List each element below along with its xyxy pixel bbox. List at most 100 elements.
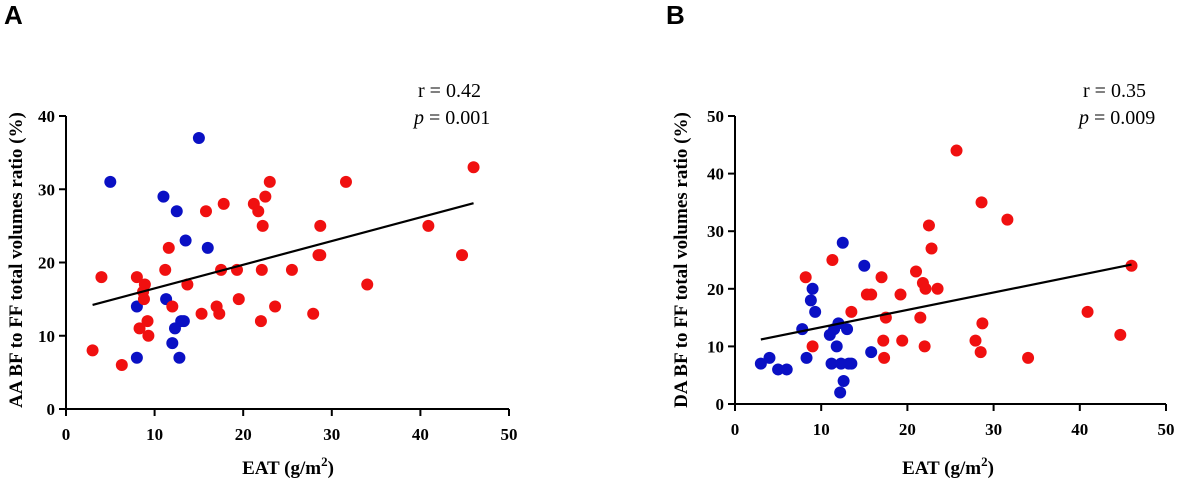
blue-data-point-b [845, 357, 858, 370]
red-data-point-a [130, 271, 143, 284]
red-data-point-b [806, 340, 819, 353]
x-tick-label-b: 10 [813, 420, 830, 439]
regression-line-b [760, 263, 1132, 341]
red-data-point-a [141, 315, 154, 328]
red-data-point-a [314, 249, 327, 262]
red-data-point-b [969, 334, 982, 347]
y-tick-label-b: 50 [707, 107, 724, 126]
red-data-point-b [910, 265, 923, 278]
x-tick-label-a: 0 [62, 425, 71, 444]
panel-a: A AA BF to FF total volumes ratio (%) EA… [4, 0, 518, 479]
red-data-point-a [133, 322, 146, 335]
red-data-point-a [95, 271, 108, 284]
regression-line-a [92, 202, 474, 307]
red-data-point-b [950, 144, 963, 157]
blue-data-point-b [858, 259, 871, 272]
red-data-point-a [339, 175, 352, 188]
red-data-point-a [199, 205, 212, 218]
x-tick-label-a: 30 [323, 425, 340, 444]
y-tick-label-a: 40 [38, 107, 55, 126]
red-data-point-a [269, 300, 282, 313]
blue-data-point-b [865, 346, 878, 359]
x-axis-title-a: EAT (g/m2) [242, 454, 334, 479]
red-data-point-a [195, 307, 208, 320]
blue-data-point-b [754, 357, 767, 370]
red-data-point-a [86, 344, 99, 357]
red-data-point-a [467, 161, 480, 174]
red-data-point-b [974, 346, 987, 359]
red-data-point-a [213, 307, 226, 320]
blue-data-point-b [780, 363, 793, 376]
x-tick-label-b: 40 [1071, 420, 1088, 439]
x-tick-label-b: 20 [899, 420, 916, 439]
red-data-point-b [878, 351, 891, 364]
blue-data-point-b [806, 282, 819, 295]
blue-data-point-b [800, 351, 813, 364]
red-data-point-a [115, 359, 128, 372]
red-data-point-b [975, 196, 988, 209]
y-tick-label-b: 0 [716, 395, 725, 414]
x-tick-label-b: 0 [731, 420, 740, 439]
y-axis-title-a: AA BF to FF total volumes ratio (%) [6, 112, 27, 408]
red-data-point-a [166, 300, 179, 313]
blue-data-point-b [772, 363, 785, 376]
plot-area-a: 0 10 20 30 40 0 10 20 30 40 50 [38, 107, 518, 444]
r-value-b: r = 0.35 [1083, 80, 1146, 102]
y-tick-label-b: 20 [707, 280, 724, 299]
y-tick-label-a: 10 [38, 327, 55, 346]
red-data-point-a [314, 219, 327, 232]
y-tick-label-b: 30 [707, 222, 724, 241]
red-data-point-b [1125, 259, 1138, 272]
red-data-point-b [896, 334, 909, 347]
blue-data-point-b [796, 323, 809, 336]
x-tick-label-a: 20 [235, 425, 252, 444]
x-axis-title-a-main: EAT (g/m [242, 458, 321, 479]
red-data-point-a [361, 278, 374, 291]
red-data-point-a [307, 307, 320, 320]
red-data-point-a [285, 263, 298, 276]
blue-data-point-a [104, 175, 117, 188]
red-data-point-a [456, 249, 469, 262]
panel-letter-a: A [4, 0, 23, 30]
blue-data-point-b [836, 236, 849, 249]
x-axis-title-a-sup: 2 [321, 454, 328, 469]
x-axis-title-b-main: EAT (g/m [902, 458, 981, 479]
red-data-point-a [138, 278, 151, 291]
red-data-point-b [826, 254, 839, 266]
blue-data-point-a [166, 337, 179, 350]
blue-data-point-b [830, 340, 843, 353]
red-data-point-b [1022, 351, 1035, 364]
p-value-b: p = 0.009 [1077, 107, 1155, 129]
red-data-point-b [799, 271, 812, 284]
x-tick-label-b: 30 [985, 420, 1002, 439]
p-label-a: p [412, 107, 424, 129]
red-data-point-b [914, 311, 927, 324]
red-data-point-b [845, 305, 858, 318]
r-value-a: r = 0.42 [418, 80, 481, 102]
y-tick-label-b: 10 [707, 337, 724, 356]
blue-data-point-a [177, 315, 190, 328]
red-data-point-a [159, 263, 172, 276]
panel-letter-b: B [666, 0, 685, 30]
red-data-point-a [259, 190, 272, 203]
x-tick-label-a: 10 [146, 425, 163, 444]
p-number-b: = 0.009 [1089, 107, 1155, 129]
red-data-point-b [918, 340, 931, 353]
plot-area-b: 0 10 20 30 40 50 0 10 20 30 40 50 [707, 107, 1175, 439]
blue-data-point-a [130, 351, 143, 364]
p-number-a: = 0.001 [424, 107, 490, 129]
red-data-point-a [422, 219, 435, 232]
y-tick-label-a: 30 [38, 180, 55, 199]
blue-data-point-a [157, 190, 170, 203]
x-axis-title-b-sup: 2 [981, 454, 988, 469]
blue-data-point-a [201, 241, 214, 254]
blue-data-point-a [179, 234, 192, 247]
red-data-point-b [1001, 213, 1014, 226]
red-data-point-b [925, 242, 938, 255]
p-value-a: p = 0.001 [412, 107, 490, 129]
red-data-point-a [256, 219, 269, 232]
red-data-point-a [254, 315, 267, 328]
x-tick-label-a: 50 [501, 425, 518, 444]
blue-data-point-a [170, 205, 183, 218]
